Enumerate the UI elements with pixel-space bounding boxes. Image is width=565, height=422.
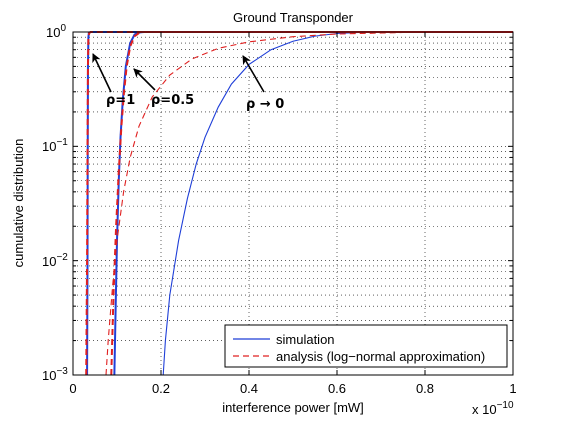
y-tick-label: 100 — [46, 23, 66, 40]
x-tick-label: 0.6 — [328, 381, 346, 396]
x-axis-multiplier: x 10−10 — [472, 400, 514, 417]
x-multiplier-base: x 10 — [472, 402, 497, 417]
series-analysis-curve-0 — [85, 31, 513, 376]
y-tick-label: 10−3 — [42, 366, 68, 383]
x-multiplier-exponent: −10 — [497, 400, 514, 411]
legend-label-simulation: simulation — [276, 332, 335, 347]
series-simulation-curve-2 — [162, 31, 513, 376]
annotation-rho-0: ρ → 0 — [246, 97, 284, 112]
x-tick-label: 0 — [69, 381, 76, 396]
y-axis-label: cumulative distribution — [11, 139, 26, 268]
legend: simulation analysis (log−normal approxim… — [224, 324, 508, 368]
legend-label-analysis: analysis (log−normal approximation) — [276, 349, 485, 364]
x-tick-labels: 0 0.2 0.4 0.6 0.8 1 — [69, 381, 516, 396]
series-analysis-curve-2 — [105, 31, 514, 376]
annotation-rho-05: ρ=0.5 — [151, 93, 194, 108]
x-tick-label: 0.8 — [416, 381, 434, 396]
annotations: ρ=1 ρ=0.5 ρ → 0 — [92, 53, 284, 112]
plot-frame — [72, 31, 514, 376]
y-tick-label: 10−1 — [42, 137, 68, 154]
x-tick-label: 0.4 — [240, 381, 258, 396]
axis-ticks — [72, 31, 514, 376]
x-tick-label: 0.2 — [152, 381, 170, 396]
y-tick-label: 10−2 — [42, 252, 68, 269]
x-axis-label: interference power [mW] — [222, 400, 364, 415]
legend-box — [224, 324, 508, 368]
annotation-arrow-rho-05 — [133, 68, 156, 91]
annotation-arrow-rho-1 — [92, 53, 112, 93]
annotation-arrow-rho-0 — [242, 55, 265, 93]
x-tick-label: 1 — [509, 381, 516, 396]
annotation-rho-1: ρ=1 — [106, 93, 135, 108]
y-tick-labels: 100 10−1 10−2 10−3 — [42, 23, 68, 383]
plot-area — [73, 32, 513, 375]
chart-title: Ground Transponder — [233, 10, 354, 25]
